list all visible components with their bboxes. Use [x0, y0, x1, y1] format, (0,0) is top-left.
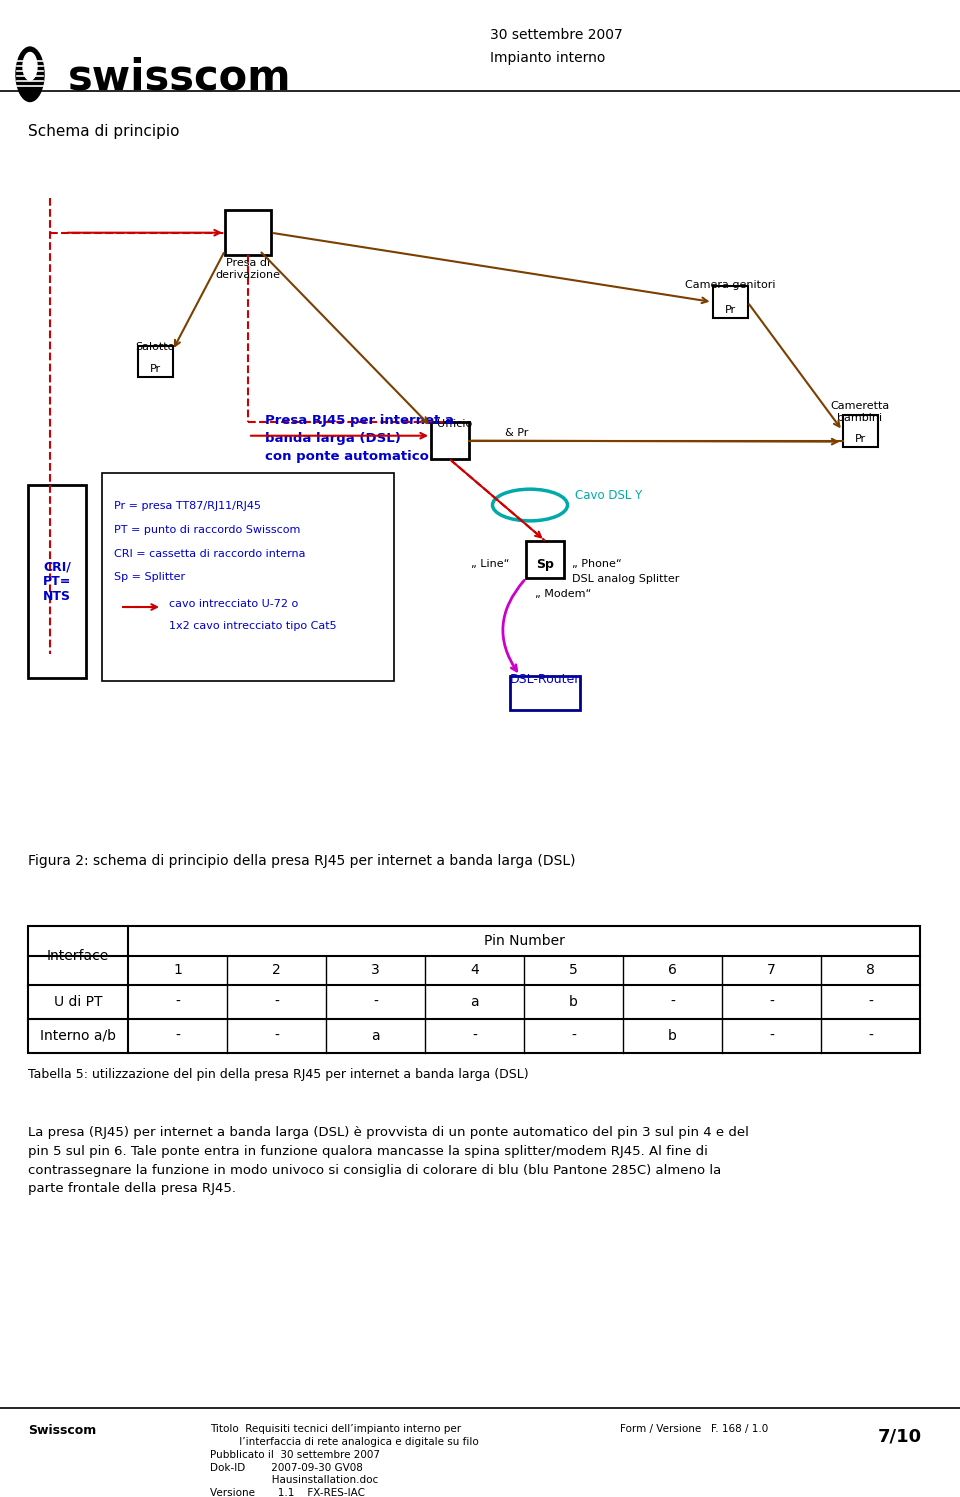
Text: cavo intrecciato U-72 o: cavo intrecciato U-72 o — [169, 599, 299, 609]
Text: -: - — [274, 1028, 279, 1043]
Text: con ponte automatico: con ponte automatico — [265, 449, 429, 463]
Text: -: - — [175, 996, 180, 1009]
Text: -: - — [472, 1028, 477, 1043]
Text: bambini: bambini — [837, 413, 882, 424]
Text: Pin Number: Pin Number — [484, 934, 564, 948]
Text: DSL-Router: DSL-Router — [510, 674, 580, 686]
Text: „ Phone“: „ Phone“ — [572, 560, 622, 569]
Ellipse shape — [16, 46, 44, 102]
FancyBboxPatch shape — [137, 346, 173, 377]
Text: Figura 2: schema di principio della presa RJ45 per internet a banda larga (DSL): Figura 2: schema di principio della pres… — [28, 853, 575, 868]
Text: „ Modem“: „ Modem“ — [535, 590, 591, 599]
Text: banda larga (DSL): banda larga (DSL) — [265, 431, 401, 445]
Text: Cavo DSL Y: Cavo DSL Y — [575, 488, 642, 501]
Text: Tabella 5: utilizzazione del pin della presa RJ45 per internet a banda larga (DS: Tabella 5: utilizzazione del pin della p… — [28, 1069, 529, 1081]
Text: Cameretta: Cameretta — [830, 401, 890, 412]
Text: 3: 3 — [372, 964, 380, 978]
Text: Titolo  Requisiti tecnici dell’impianto interno per: Titolo Requisiti tecnici dell’impianto i… — [210, 1424, 461, 1434]
Text: a: a — [372, 1028, 380, 1043]
Text: Camera genitori: Camera genitori — [684, 280, 776, 290]
Text: U di PT: U di PT — [54, 996, 103, 1009]
Text: swisscom: swisscom — [68, 57, 292, 99]
FancyBboxPatch shape — [225, 210, 271, 256]
Text: Interno a/b: Interno a/b — [40, 1028, 116, 1043]
Text: Ufficio: Ufficio — [438, 419, 472, 428]
Text: -: - — [373, 996, 378, 1009]
Text: Schema di principio: Schema di principio — [28, 124, 180, 139]
FancyBboxPatch shape — [526, 540, 564, 578]
Text: Pr: Pr — [150, 364, 160, 374]
FancyBboxPatch shape — [431, 422, 469, 460]
Text: parte frontale della presa RJ45.: parte frontale della presa RJ45. — [28, 1183, 236, 1195]
Text: -: - — [571, 1028, 576, 1043]
Text: Presa di: Presa di — [226, 259, 270, 268]
Text: Hausinstallation.doc: Hausinstallation.doc — [210, 1476, 378, 1485]
Text: 4: 4 — [470, 964, 479, 978]
Text: Salotto: Salotto — [135, 341, 175, 352]
Text: Impianto interno: Impianto interno — [490, 51, 606, 66]
Text: Pubblicato il  30 settembre 2007: Pubblicato il 30 settembre 2007 — [210, 1449, 380, 1460]
Text: Pr: Pr — [854, 434, 866, 443]
Text: 8: 8 — [866, 964, 875, 978]
Text: „ Line“: „ Line“ — [470, 560, 509, 569]
Text: -: - — [769, 1028, 774, 1043]
Text: & Pr: & Pr — [505, 428, 528, 437]
Text: -: - — [868, 996, 873, 1009]
Text: -: - — [670, 996, 675, 1009]
Text: 30 settembre 2007: 30 settembre 2007 — [490, 28, 623, 42]
Text: Pr = presa TT87/RJ11/RJ45: Pr = presa TT87/RJ11/RJ45 — [114, 501, 261, 510]
Text: Form / Versione   F. 168 / 1.0: Form / Versione F. 168 / 1.0 — [620, 1424, 768, 1434]
Text: contrassegnare la funzione in modo univoco si consiglia di colorare di blu (blu : contrassegnare la funzione in modo univo… — [28, 1163, 721, 1177]
FancyBboxPatch shape — [102, 473, 394, 681]
Text: CRI/
PT=
NTS: CRI/ PT= NTS — [43, 560, 71, 603]
Text: -: - — [175, 1028, 180, 1043]
FancyBboxPatch shape — [28, 925, 920, 1052]
Text: -: - — [769, 996, 774, 1009]
Text: Interface: Interface — [47, 949, 109, 963]
Text: 1: 1 — [173, 964, 182, 978]
Text: PT = punto di raccordo Swisscom: PT = punto di raccordo Swisscom — [114, 525, 300, 534]
Text: Versione       1.1    FX-RES-IAC: Versione 1.1 FX-RES-IAC — [210, 1488, 365, 1497]
Text: 7: 7 — [767, 964, 776, 978]
Text: CRI = cassetta di raccordo interna: CRI = cassetta di raccordo interna — [114, 548, 305, 558]
FancyBboxPatch shape — [510, 675, 580, 711]
Text: Swisscom: Swisscom — [28, 1424, 96, 1437]
Text: -: - — [274, 996, 279, 1009]
Text: Sp: Sp — [536, 558, 554, 570]
Text: DSL analog Splitter: DSL analog Splitter — [572, 575, 680, 584]
Ellipse shape — [492, 490, 567, 521]
FancyBboxPatch shape — [28, 485, 86, 678]
Text: Sp = Splitter: Sp = Splitter — [114, 572, 185, 582]
Text: 7/10: 7/10 — [878, 1428, 922, 1446]
Text: b: b — [668, 1028, 677, 1043]
Text: Pr: Pr — [725, 305, 735, 314]
FancyBboxPatch shape — [712, 286, 748, 317]
Text: derivazione: derivazione — [215, 271, 280, 280]
Ellipse shape — [23, 52, 37, 81]
Text: 5: 5 — [569, 964, 578, 978]
Text: 2: 2 — [272, 964, 281, 978]
Text: Dok-ID        2007-09-30 GV08: Dok-ID 2007-09-30 GV08 — [210, 1463, 363, 1473]
FancyBboxPatch shape — [843, 415, 877, 446]
Text: l’interfaccia di rete analogica e digitale su filo: l’interfaccia di rete analogica e digita… — [210, 1437, 479, 1446]
Text: -: - — [868, 1028, 873, 1043]
Text: b: b — [569, 996, 578, 1009]
Text: 6: 6 — [668, 964, 677, 978]
Text: La presa (RJ45) per internet a banda larga (DSL) è provvista di un ponte automat: La presa (RJ45) per internet a banda lar… — [28, 1126, 749, 1139]
Text: Presa RJ45 per internet a: Presa RJ45 per internet a — [265, 413, 454, 427]
Text: a: a — [470, 996, 479, 1009]
Text: 1x2 cavo intrecciato tipo Cat5: 1x2 cavo intrecciato tipo Cat5 — [169, 621, 337, 630]
Text: pin 5 sul pin 6. Tale ponte entra in funzione qualora mancasse la spina splitter: pin 5 sul pin 6. Tale ponte entra in fun… — [28, 1145, 708, 1157]
